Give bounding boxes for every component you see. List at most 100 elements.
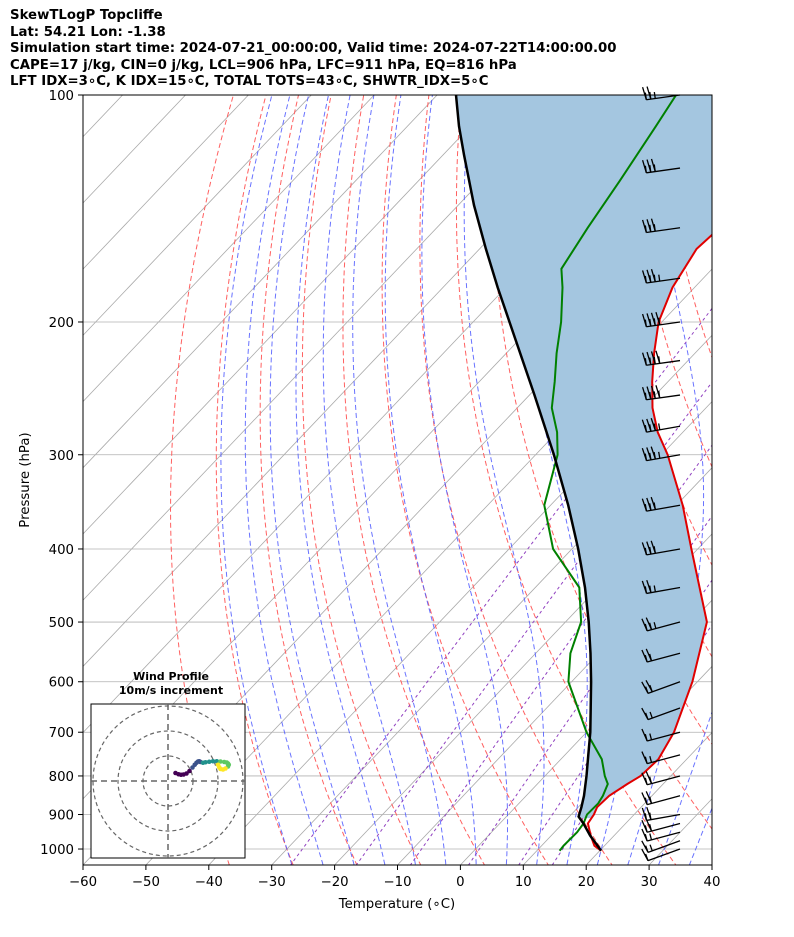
hodograph-subtitle: 10m/s increment: [118, 684, 224, 697]
x-axis-label: Temperature (∘C): [338, 897, 455, 912]
wind-barbs: [641, 86, 681, 862]
wind-barb-feather: [641, 649, 648, 663]
wind-barb-feather: [641, 387, 647, 400]
wind-barb: [641, 751, 681, 765]
wind-barb-half-feather: [649, 844, 653, 852]
wind-barb-shaft: [646, 504, 681, 512]
wind-barb-shaft: [647, 848, 681, 862]
chart-header: SkewTLogP Topcliffe Lat: 54.21 Lon: -1.3…: [10, 8, 617, 91]
moist-adiabat-line: [384, 95, 477, 865]
moist-adiabat-line: [688, 806, 712, 865]
x-tick-label: 40: [704, 875, 721, 890]
wind-barb: [641, 540, 681, 556]
wind-barb: [641, 828, 681, 842]
wind-barb: [641, 446, 681, 462]
wind-barb-feather: [646, 86, 652, 100]
wind-barb-feather: [641, 772, 648, 786]
wind-barb-feather: [645, 791, 653, 804]
dry-adiabat-line: [623, 95, 712, 469]
instability-indices: CAPE=17 j/kg, CIN=0 j/kg, LCL=906 hPa, L…: [10, 57, 517, 73]
wind-barb-feather: [646, 313, 652, 327]
wind-barb-feather: [650, 417, 656, 431]
wind-barb-feather: [650, 218, 656, 232]
wind-barb: [641, 218, 681, 234]
isotherm-line: [83, 95, 375, 403]
wind-barb-feather: [641, 160, 647, 173]
wind-barb-half-feather: [649, 733, 653, 741]
moist-adiabat-line: [463, 95, 545, 865]
hodograph-rings: [91, 704, 245, 858]
x-tick-label: 0: [456, 875, 464, 890]
x-axis-ticks: −60 −50 −40 −30 −20 −10 0 10 20 30 40: [69, 865, 720, 890]
y-tick-label: 200: [49, 316, 74, 331]
wind-barb-feather: [641, 86, 647, 100]
wind-barb-feather: [646, 497, 652, 511]
wind-barb: [641, 771, 681, 786]
wind-barb-shaft: [646, 652, 681, 663]
wind-barb: [641, 496, 681, 512]
wind-barb-feather: [646, 386, 652, 400]
wind-barb-feather: [641, 848, 649, 861]
moist-adiabat-line: [745, 61, 794, 881]
wind-barb-shaft: [646, 277, 681, 284]
dry-adiabat-line: [455, 95, 677, 865]
wind-barb: [641, 86, 681, 101]
wind-barb-half-feather: [658, 451, 661, 459]
hodograph-point: [210, 758, 216, 764]
y-tick-label: 400: [49, 543, 74, 558]
chart-title: SkewTLogP Topcliffe: [10, 8, 163, 23]
moist-adiabat-line: [322, 95, 417, 865]
isotherm-line: [459, 599, 712, 865]
wind-barb-feather: [646, 351, 652, 365]
wind-barb-shaft: [646, 795, 681, 806]
wind-barb-shaft: [646, 775, 681, 786]
wind-barb-feather: [641, 840, 649, 853]
dry-adiabat-line: [781, 61, 794, 881]
wind-barb-feather: [646, 269, 652, 283]
wind-barb-feather: [650, 446, 656, 460]
x-tick-label: 20: [578, 875, 595, 890]
wind-barb-feather: [646, 806, 652, 820]
wind-barb-feather: [641, 419, 648, 433]
dry-adiabat-line: [750, 61, 794, 881]
hodograph-point: [214, 758, 220, 764]
station-location: Lat: 54.21 Lon: -1.38: [10, 24, 166, 40]
y-tick-label: 1000: [40, 843, 74, 858]
isotherm-line: [145, 268, 712, 865]
wind-barb-feather: [641, 313, 647, 327]
wind-barb-feather: [641, 751, 648, 764]
wind-barb-shaft: [646, 831, 681, 842]
wind-barb-feather: [641, 618, 648, 632]
x-tick-label: −50: [132, 875, 160, 890]
wind-barb-feather: [655, 350, 661, 364]
mixing-ratio-line: [409, 444, 712, 865]
wind-barb: [641, 791, 681, 806]
wind-barb-shaft: [646, 813, 681, 822]
isotherm-line: [0, 60, 92, 880]
wind-barb-shaft: [646, 822, 681, 833]
wind-barb-feather: [650, 385, 656, 399]
wind-barb-feather: [641, 828, 648, 842]
wind-barb-shaft: [647, 707, 681, 721]
dewpoint-line: [543, 95, 677, 852]
x-tick-label: −10: [383, 875, 411, 890]
hodograph-trace: [173, 758, 232, 778]
y-tick-label: 300: [49, 449, 74, 464]
isotherm-line: [83, 95, 249, 270]
x-tick-label: 30: [641, 875, 658, 890]
wind-barb: [641, 848, 681, 862]
simulation-times: Simulation start time: 2024-07-21_00:00:…: [10, 41, 617, 56]
wind-barb-feather: [645, 648, 653, 662]
x-tick-label: −60: [69, 875, 97, 890]
wind-barb-feather: [641, 728, 648, 742]
wind-barb-feather: [646, 418, 652, 432]
wind-barb-feather: [650, 268, 656, 282]
x-tick-label: −30: [258, 875, 286, 890]
wind-barb: [641, 818, 681, 833]
wind-barb-feather: [646, 541, 652, 555]
wind-barb-feather: [645, 679, 653, 693]
moist-adiabat-line: [269, 95, 355, 865]
wind-barb: [641, 350, 681, 366]
parcel-path-line: [454, 95, 603, 852]
